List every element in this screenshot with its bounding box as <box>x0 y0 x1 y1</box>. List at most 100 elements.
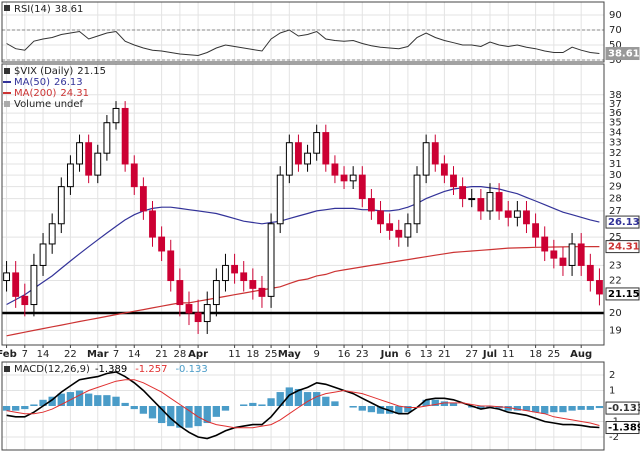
legend-swatch <box>4 101 10 107</box>
histogram-bar <box>367 406 376 413</box>
candle-body <box>313 132 321 154</box>
candle-body <box>541 236 549 252</box>
y-tick-label: 37 <box>609 99 622 110</box>
histogram-bar <box>203 406 211 424</box>
histogram-bar <box>85 393 93 406</box>
panel-frame <box>1 361 605 451</box>
candle-body <box>103 122 111 154</box>
histogram-bar <box>57 393 65 406</box>
x-tick-label: Feb <box>0 349 17 360</box>
legend-swatch <box>4 68 10 74</box>
x-tick-label: 7 <box>113 349 119 360</box>
histogram-bar <box>267 398 275 406</box>
candle-body <box>413 174 421 225</box>
histogram-bar <box>185 406 193 428</box>
histogram-bar <box>121 402 129 406</box>
legend-text: MA(200) <box>14 88 56 99</box>
legend-text: -1.257 <box>135 364 167 375</box>
x-tick-label: 23 <box>356 349 369 360</box>
x-tick-label: 22 <box>64 349 77 360</box>
candle-body <box>550 250 558 259</box>
candle-body <box>468 198 476 201</box>
legend-swatch <box>4 5 10 11</box>
candle-body <box>596 280 603 295</box>
histogram-bar <box>358 406 366 411</box>
x-tick-label: 25 <box>547 349 560 360</box>
y-tick-label: 35 <box>609 118 622 129</box>
last-value-box <box>605 421 640 435</box>
x-tick-label: 13 <box>420 349 433 360</box>
histogram-bar <box>431 399 439 406</box>
candle-body <box>85 142 93 176</box>
histogram-bar <box>276 392 284 406</box>
y-tick-label: 38 <box>609 90 622 101</box>
x-tick-label: 18 <box>529 349 542 360</box>
x-tick-label: May <box>278 349 301 360</box>
histogram-bar <box>422 399 430 406</box>
candle-body <box>21 295 29 306</box>
y-tick-label: 20 <box>609 308 622 319</box>
candle-body <box>203 304 211 323</box>
histogram-bar <box>212 406 220 417</box>
histogram-bar <box>303 392 312 406</box>
histogram-bar <box>349 406 357 408</box>
legend-text: RSI(14) <box>14 4 51 15</box>
panel-frame <box>1 1 605 63</box>
x-tick-label: 6 <box>405 349 411 360</box>
candle-body <box>586 264 594 282</box>
y-tick-label: 50 <box>609 40 622 51</box>
histogram-bar <box>531 406 540 413</box>
last-value-label: 24.31 <box>608 242 640 253</box>
histogram-bar <box>395 406 403 414</box>
histogram-bar <box>541 406 549 414</box>
candle-body <box>194 312 202 323</box>
histogram-bar <box>568 406 576 411</box>
x-tick-label: 7 <box>22 349 28 360</box>
candle-body <box>331 163 339 176</box>
candle-body <box>358 174 366 200</box>
last-value-label: 38.61 <box>608 49 640 60</box>
candle-body <box>440 163 448 176</box>
candle-body <box>66 163 74 188</box>
candle-body <box>532 223 540 238</box>
histogram-bar <box>258 404 266 406</box>
x-tick-label: 21 <box>438 349 451 360</box>
candle-body <box>240 272 248 282</box>
macd-line <box>6 371 600 440</box>
candle-body <box>523 210 530 225</box>
candle-body <box>185 304 193 314</box>
legend-text: 38.61 <box>55 4 84 15</box>
histogram-bar <box>167 406 175 427</box>
histogram-bar <box>285 387 293 406</box>
candle-body <box>212 280 220 306</box>
histogram-bar <box>522 406 531 411</box>
y-tick-label: 90 <box>609 10 622 21</box>
x-tick-label: 28 <box>173 349 186 360</box>
legend-text: MACD(12,26,9) <box>14 364 90 375</box>
histogram-bar <box>577 406 585 410</box>
candle-body <box>39 243 47 266</box>
candle-body <box>486 192 494 212</box>
y-tick-label: 32 <box>609 148 622 159</box>
y-tick-label: 29 <box>609 182 622 193</box>
macd-line <box>6 379 600 429</box>
x-tick-label: 11 <box>228 349 241 360</box>
histogram-bar <box>586 406 594 410</box>
candle-body <box>285 142 293 176</box>
y-tick-label: 33 <box>609 138 622 149</box>
candle-body <box>349 174 357 182</box>
y-tick-label: 19 <box>609 325 622 336</box>
y-tick-label: 22 <box>609 276 622 287</box>
x-tick-label: 27 <box>465 349 478 360</box>
x-tick-label: 25 <box>265 349 278 360</box>
histogram-bar <box>66 392 75 406</box>
candle-body <box>48 223 56 245</box>
candle-body <box>130 163 138 188</box>
histogram-bar <box>39 399 47 406</box>
histogram-bar <box>176 406 184 428</box>
moving-average <box>6 246 600 337</box>
y-tick-label: 34 <box>609 128 622 139</box>
x-tick-label: 21 <box>155 349 168 360</box>
candle-body <box>495 192 503 212</box>
